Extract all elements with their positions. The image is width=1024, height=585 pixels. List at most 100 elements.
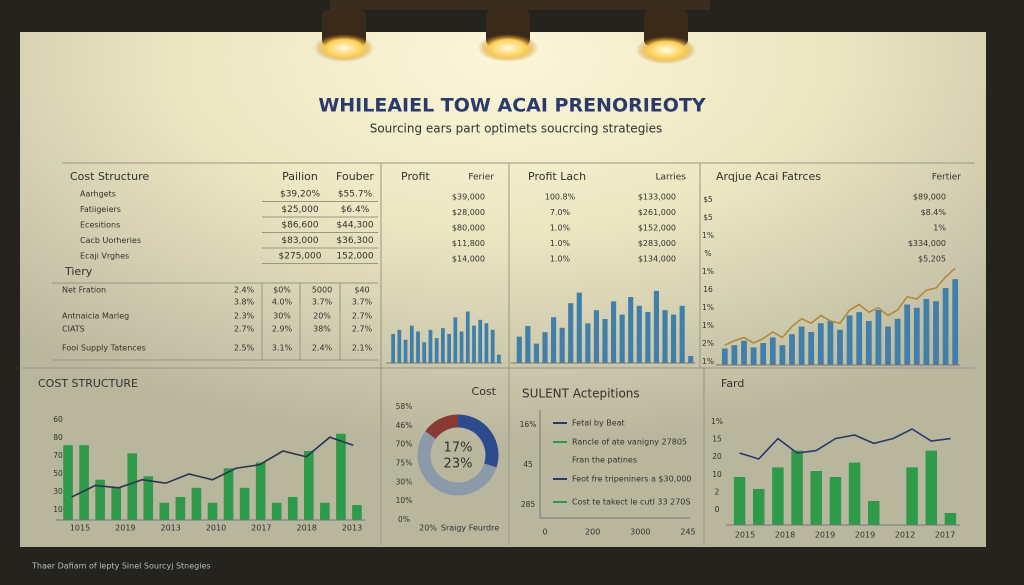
footer: Thaer Dafiam of lepty Sinel Sourcyj Stne… [31,562,211,571]
x-label: 200 [585,528,600,537]
y-label: 0 [715,505,720,514]
x-label: 2013 [342,524,362,533]
x-label: 0 [542,528,547,537]
cell: 2.7% [352,312,373,321]
bar [865,321,872,365]
bar [447,333,451,363]
bar [143,476,154,520]
bar [856,312,863,365]
cell: $44,300 [336,221,373,231]
x-label: 3000 [630,528,650,537]
bar [679,305,685,363]
y-label: 285 [521,500,536,509]
panel-title: Profit Lach [528,170,586,183]
row-value: $133,000 [638,193,676,202]
y-label: 70% [396,440,413,449]
bar [619,314,625,363]
bar [906,467,918,525]
bar [925,450,937,525]
bar [63,445,73,520]
row-value: 100.8% [545,193,576,202]
cell: 38% [313,325,331,334]
bar [551,317,557,363]
column-header: Pailion [282,170,318,183]
row-label: Ecesitions [80,221,120,230]
panel-subtitle: Ferier [468,173,494,183]
bar [848,462,861,525]
bar [127,453,138,520]
row-label: CIATS [62,325,85,334]
bar [484,323,489,363]
y-label: 1% [702,321,714,330]
bar [352,505,362,520]
cell: $83,000 [281,236,318,246]
bar [453,317,458,363]
row-value: $80,000 [452,224,485,233]
row-value: $5,205 [918,255,946,264]
bar [733,477,746,525]
bar [559,327,565,363]
bar [593,310,599,363]
panel-title: Cost [472,385,497,398]
line [724,267,956,346]
row-value: $8.4% [921,208,947,217]
y-label: 10 [712,470,722,479]
cell: 2.5% [234,344,255,353]
bar [894,318,901,365]
line [71,436,354,498]
bar [760,343,767,365]
cell: 2.3% [234,312,255,321]
row-value: $334,000 [908,239,946,248]
panel-subtitle: Fertier [932,173,961,183]
bar [533,343,539,363]
cell: 5000 [312,286,332,295]
bar [397,329,402,363]
bar [636,305,642,363]
y-label: 30 [53,487,63,496]
cell: 4.0% [272,298,293,307]
bar [671,314,677,363]
bar [542,332,548,363]
bar [191,487,202,520]
y-label: 50 [53,469,63,478]
bar [791,450,803,525]
bar [628,297,634,363]
panel-title: Fard [721,377,744,390]
y-label: 46% [396,421,413,430]
x-label: 2013 [160,524,180,533]
bar [904,304,911,365]
bar [490,329,495,363]
subtitle: Sourcing ears part optimets soucrcing st… [370,122,663,136]
donut-segment [457,414,499,468]
y-label: 2 [715,487,720,496]
cell: $36,300 [336,236,373,246]
cell: $40 [354,286,369,295]
x-label: 245 [680,528,695,537]
row-value: $134,000 [638,255,676,264]
donut-segment [425,414,459,440]
y-label: 2% [702,339,714,348]
y-label: 10 [53,505,63,514]
x-label: 20% [419,524,437,533]
bar [472,325,476,363]
row-value: $28,000 [452,208,485,217]
bar [459,331,464,363]
row-label: Fooi Supply Tatences [62,344,146,353]
bar [422,342,427,363]
bar [336,433,346,520]
bar [885,326,891,365]
y-label: $5 [703,195,713,204]
y-label: 80 [53,433,63,442]
cell: 2.4% [312,344,333,353]
cell: $0% [273,286,291,295]
y-label: 20 [712,452,722,461]
cell: $39,20% [280,190,320,200]
bar [207,502,218,520]
bar [753,489,765,525]
panel-title: SULENT Actepitions [522,387,640,401]
bar [465,311,470,363]
bar [913,307,920,365]
y-label: 0% [398,515,410,524]
bar [175,497,186,520]
